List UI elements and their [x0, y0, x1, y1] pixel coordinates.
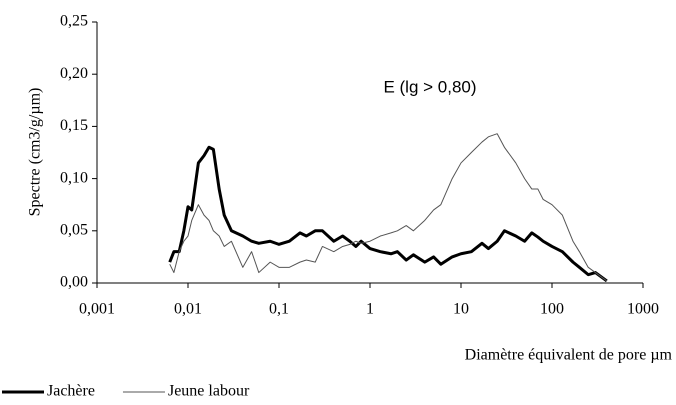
x-tick-label: 1 — [366, 301, 374, 318]
x-tick-label: 10 — [453, 301, 469, 318]
x-tick-label: 0,01 — [174, 301, 202, 318]
y-tick-label: 0,05 — [60, 221, 88, 238]
y-tick-label: 0,25 — [60, 13, 88, 30]
x-tick-label: 0,1 — [269, 301, 289, 318]
y-tick-label: 0,15 — [60, 117, 88, 134]
annotation: E (lg > 0,80) — [383, 77, 476, 96]
y-axis-label: Spectre (cm3/g/µm) — [27, 88, 44, 217]
x-tick-label: 0,001 — [79, 301, 115, 318]
x-axis-label: Diamètre équivalent de pore µm — [465, 347, 673, 364]
x-tick-label: 1000 — [627, 301, 659, 318]
y-tick-label: 0,20 — [60, 65, 88, 82]
y-tick-label: 0,00 — [60, 274, 88, 291]
x-tick-label: 100 — [540, 301, 564, 318]
series-line — [169, 133, 608, 282]
legend-label: Jeune labour — [168, 383, 250, 400]
series-line — [168, 145, 608, 283]
y-tick-label: 0,10 — [60, 169, 88, 186]
legend-label: Jachère — [47, 383, 95, 400]
